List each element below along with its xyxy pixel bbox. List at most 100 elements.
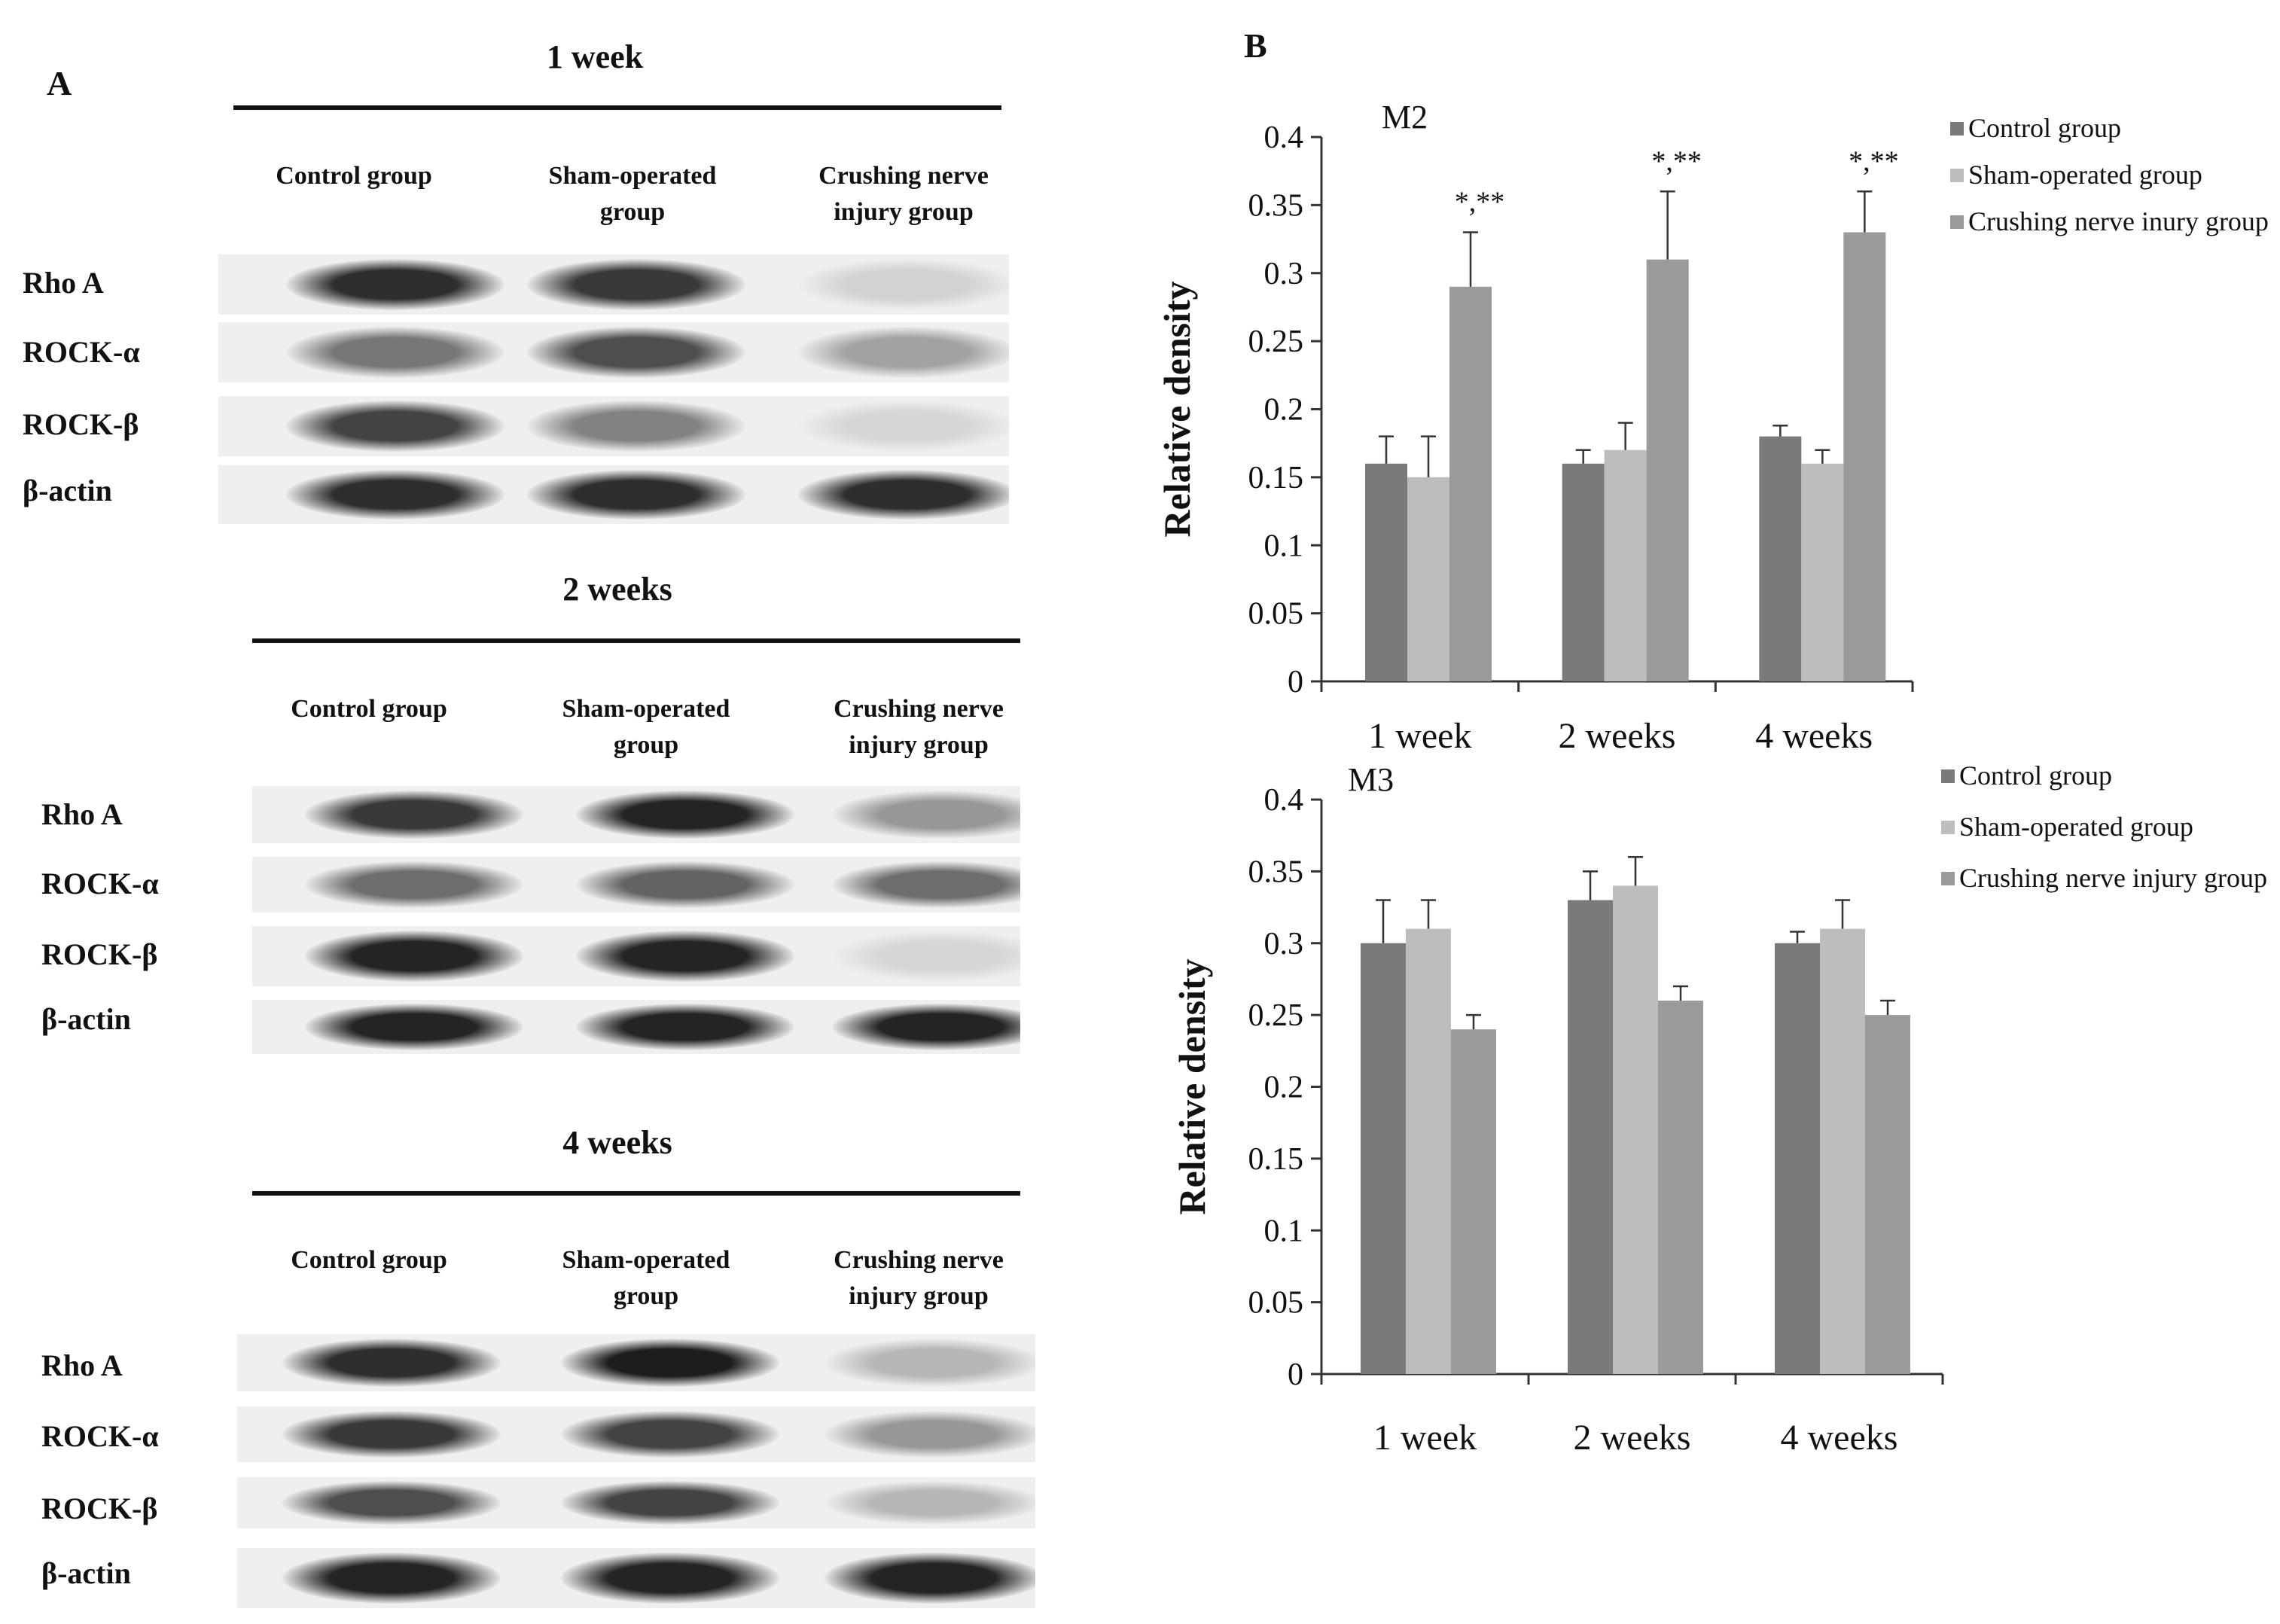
y-tick-label: 0.25 [1248,324,1304,359]
y-tick-label: 0.05 [1248,597,1304,632]
blot-band [286,401,504,452]
blot-band [282,1410,501,1458]
blot-strip [237,1406,1035,1462]
western-blot-2-weeks: 2 weeks Control group Sham-operated group C… [0,0,1054,1084]
blot-lane-label: Crushing nerve injury group [818,162,989,226]
blot-title-rule [252,638,1020,643]
legend-label: Crushing nerve injury group [1959,863,2267,893]
blot-title: 2 weeks [562,571,672,608]
bar [1406,928,1451,1374]
legend-swatch [1941,821,1955,834]
blot-lane-label: Control group [276,162,432,190]
blot-lane-label: Control group [291,1246,447,1274]
protein-label: β-actin [23,474,112,507]
blot-lane-label: Sham-operated group [562,1246,730,1310]
blot-title: 1 week [546,38,644,75]
bar [1843,232,1886,681]
significance-annotation: *,** [1849,145,1899,177]
legend-label: Sham-operated group [1968,160,2202,190]
blot-band [286,327,504,378]
bar [1449,286,1492,681]
y-tick-label: 0.2 [1264,393,1304,428]
protein-label: β-actin [41,1556,131,1590]
bar [1759,436,1802,681]
blot-band [527,327,745,378]
x-category-label: 2 weeks [1559,716,1676,756]
panel-a-label: A [47,64,72,102]
blot-strip [218,322,1009,382]
chart-title: M2 [1382,99,1428,136]
western-blot-4-weeks: 4 weeks Control group Sham-operated group C… [0,0,1054,1624]
legend-swatch [1950,215,1964,229]
protein-label: ROCK-α [41,867,159,900]
x-category-label: 4 weeks [1781,1418,1898,1458]
legend-swatch [1950,169,1964,182]
protein-label: Rho A [41,1348,123,1382]
y-tick-label: 0.2 [1264,1071,1304,1105]
blot-band [832,1004,1020,1050]
y-tick-label: 0.3 [1264,257,1304,291]
y-axis-label: Relative density [1156,281,1198,537]
blot-strip [218,465,1009,524]
bar [1407,477,1449,681]
m2-bar-chart: 0 0.05 0.1 0.15 0.2 0.25 0.3 0.35 0.4 1 week 2 wee… [1156,99,2269,756]
blot-band [561,1481,779,1525]
blot-lane-label: Control group [291,695,447,723]
bar [1646,259,1689,681]
blot-strip [218,254,1009,315]
blot-band [561,1552,779,1604]
blot-band [561,1410,779,1458]
blot-band [305,931,523,982]
protein-label: ROCK-β [41,1491,158,1525]
legend-label: Crushing nerve inury group [1968,206,2269,236]
blot-band [832,790,1020,839]
y-tick-label: 0.4 [1264,783,1304,818]
protein-label: ROCK-β [23,407,139,441]
blot-band [576,861,794,909]
x-category-label: 4 weeks [1755,716,1873,756]
significance-annotation: *,** [1651,145,1702,177]
x-category-label: 2 weeks [1574,1418,1691,1458]
blot-title-rule [233,105,1001,110]
bar [1865,1015,1910,1374]
protein-label: β-actin [41,1002,131,1036]
legend-swatch [1941,872,1955,885]
y-tick-label: 0.15 [1248,1142,1304,1177]
bar [1775,943,1820,1374]
m3-bar-chart: 0 0.05 0.1 0.15 0.2 0.25 0.3 0.35 0.4 1 week 2 wee… [1171,760,2267,1458]
y-tick-label: 0.35 [1248,188,1304,223]
blot-band [798,401,1009,452]
y-tick-label: 0.3 [1264,927,1304,961]
significance-annotation: *,** [1455,187,1505,218]
blot-strip [252,926,1020,986]
y-axis-label: Relative density [1171,958,1213,1214]
y-tick-label: 0.1 [1264,1214,1304,1248]
bar [1604,449,1647,681]
blot-lane-label: Crushing nerve injury group [834,1246,1004,1310]
blot-band [798,259,1009,310]
blot-band [832,861,1020,909]
y-tick-label: 0.4 [1264,120,1304,155]
blot-band [825,1552,1035,1604]
protein-label: Rho A [23,266,104,300]
legend-label: Sham-operated group [1959,812,2193,842]
panel-b-label: B [1244,26,1267,65]
blot-lane-label: Sham-operated group [562,695,730,759]
blot-strip [237,1477,1035,1528]
legend-label: Control group [1959,760,2112,791]
blot-strip [252,857,1020,913]
protein-label: ROCK-α [41,1419,159,1453]
blot-lane-label: Crushing nerve injury group [834,695,1004,759]
blot-band [282,1481,501,1525]
bar [1451,1029,1496,1374]
legend-swatch [1950,122,1964,136]
blot-title-rule [252,1191,1020,1196]
blot-band [561,1338,779,1388]
blot-strip [218,396,1009,456]
chart-title: M3 [1348,761,1394,798]
bar [1365,463,1407,681]
bar [1562,463,1605,681]
y-tick-label: 0 [1288,665,1303,699]
blot-strip [237,1548,1035,1608]
blot-band [798,327,1009,378]
